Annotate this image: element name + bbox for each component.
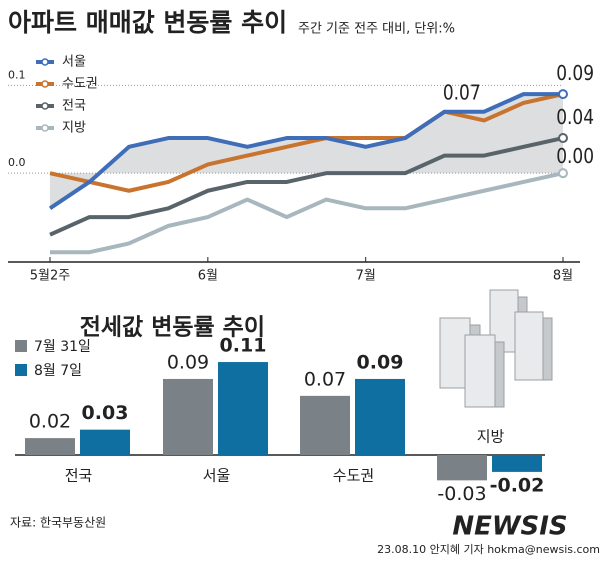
- legend-swatch-dot: [41, 80, 49, 88]
- building: [494, 341, 505, 408]
- legend-label: 전국: [62, 99, 86, 114]
- watermark: NEWSIS: [452, 512, 567, 542]
- legend-swatch-dot: [41, 58, 49, 66]
- value-label: 0.07: [443, 82, 481, 105]
- bar-value-label: 0.11: [220, 335, 267, 357]
- legend-swatch: [15, 364, 27, 376]
- series-line: [49, 92, 564, 193]
- end-point: [558, 133, 568, 144]
- bar-value-label: 0.09: [167, 351, 209, 373]
- value-label: 0.04: [556, 107, 594, 130]
- y-tick-label: 0.1: [8, 68, 26, 81]
- legend-swatch-dot: [41, 102, 49, 110]
- main-title: 아파트 매매값 변동률 추이: [8, 8, 287, 37]
- legend-label: 지방: [62, 121, 86, 136]
- credit: 23.08.10 안지혜 기자 hokma@newsis.com: [377, 543, 600, 556]
- bar-value-label: 0.03: [82, 402, 129, 424]
- building: [514, 311, 544, 381]
- legend-label: 7월 31일: [34, 339, 91, 355]
- legend-swatch: [15, 340, 27, 352]
- x-tick-label: 6월: [198, 269, 218, 284]
- category-label: 수도권: [333, 467, 374, 485]
- bar: [492, 455, 542, 472]
- value-label: 0.09: [556, 63, 594, 86]
- bar-value-label: 0.02: [29, 411, 71, 433]
- bar: [218, 362, 268, 455]
- subtitle: 주간 기준 전주 대비, 단위:%: [298, 22, 455, 37]
- series-line: [48, 92, 563, 210]
- bar-value-label: -0.02: [490, 474, 545, 496]
- x-tick-label: 7월: [356, 269, 376, 284]
- category-label: 지방: [477, 428, 505, 446]
- building: [542, 317, 553, 381]
- bar: [25, 438, 75, 455]
- bar: [437, 455, 487, 481]
- category-label: 전국: [65, 467, 93, 485]
- building: [464, 334, 496, 408]
- bar: [163, 378, 213, 455]
- category-label: 서울: [203, 467, 231, 485]
- building-illustration: [439, 289, 553, 408]
- area-fill: [50, 94, 563, 209]
- bar: [80, 429, 130, 455]
- source: 자료: 한국부동산원: [10, 516, 106, 530]
- bar-value-label: 0.07: [304, 368, 346, 390]
- bar-value-label: -0.03: [437, 483, 486, 505]
- legend-label: 서울: [62, 55, 86, 70]
- legend-label: 8월 7일: [34, 363, 82, 379]
- end-point: [558, 168, 568, 179]
- bar: [300, 395, 350, 455]
- y-tick-label: 0.0: [8, 156, 26, 169]
- legend-label: 수도권: [62, 77, 98, 92]
- bar-title: 전세값 변동률 추이: [80, 315, 265, 341]
- end-point: [558, 89, 568, 100]
- legend-swatch-dot: [41, 124, 49, 132]
- value-label: 0.00: [556, 146, 594, 169]
- bar-value-label: 0.09: [357, 351, 404, 373]
- x-tick-label: 5월2주: [30, 269, 71, 284]
- bar: [355, 378, 405, 455]
- series-line: [50, 171, 564, 255]
- x-tick-label: 8월: [553, 269, 573, 284]
- series-line: [49, 136, 564, 237]
